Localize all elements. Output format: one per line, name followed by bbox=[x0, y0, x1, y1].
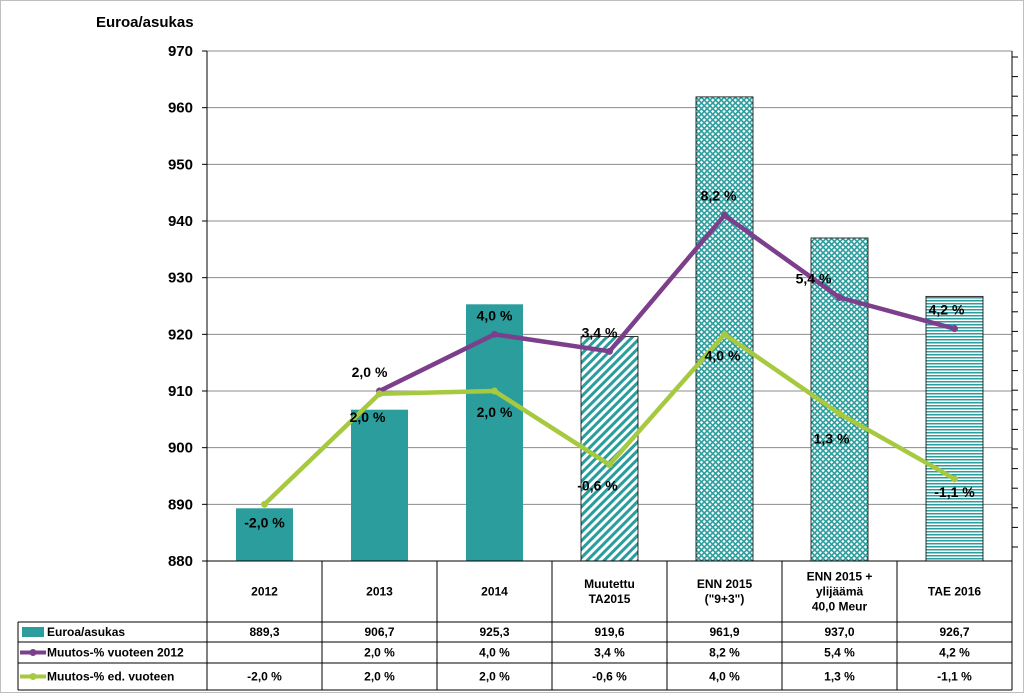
legend-label: Muutos-% vuoteen 2012 bbox=[47, 646, 184, 660]
data-label: 4,2 % bbox=[929, 302, 965, 318]
data-label: 8,2 % bbox=[701, 187, 737, 203]
category-label-line: TA2015 bbox=[589, 592, 631, 606]
y-axis-title: Euroa/asukas bbox=[96, 14, 194, 31]
table-cell: 2,0 % bbox=[364, 646, 395, 660]
y-tick-label: 940 bbox=[168, 213, 193, 230]
data-label: 4,0 % bbox=[705, 347, 741, 363]
line-point bbox=[836, 410, 843, 418]
bar bbox=[695, 96, 754, 562]
category-label: TAE 2016 bbox=[928, 585, 981, 599]
y-tick-label: 890 bbox=[168, 496, 193, 513]
table-cell: 961,9 bbox=[709, 625, 739, 639]
line-point bbox=[491, 387, 498, 395]
table-cell: 4,2 % bbox=[939, 646, 970, 660]
category-label-line: ("9+3") bbox=[705, 592, 745, 606]
line-point bbox=[951, 325, 958, 333]
data-labels: 2,0 % 4,0 % 3,4 % 8,2 % 5,4 % 4,2 % -2,0 % 2,0 … bbox=[244, 187, 975, 530]
category-label-line: 2014 bbox=[481, 585, 508, 599]
line-point bbox=[836, 294, 843, 301]
category-label: 2012 bbox=[251, 585, 278, 599]
table-cell: 3,4 % bbox=[594, 646, 625, 660]
table-cell: 919,6 bbox=[594, 625, 624, 639]
bar bbox=[925, 295, 984, 562]
line-point bbox=[721, 211, 728, 219]
category-label-line: ENN 2015 + bbox=[807, 570, 873, 584]
table-cell: 4,0 % bbox=[709, 670, 740, 684]
data-label: 2,0 % bbox=[350, 409, 386, 425]
bar bbox=[580, 336, 639, 562]
table-cell: 906,7 bbox=[364, 625, 394, 639]
category-label: ENN 2015 ("9+3") bbox=[697, 577, 753, 606]
bar bbox=[236, 508, 293, 561]
table-cell: 2,0 % bbox=[479, 670, 510, 684]
y-tick-label: 950 bbox=[168, 156, 193, 173]
table-cell: 4,0 % bbox=[479, 646, 510, 660]
gridlines bbox=[207, 50, 1012, 562]
table-cell: 1,3 % bbox=[824, 670, 855, 684]
table-cell: 889,3 bbox=[249, 625, 279, 639]
y-tick-label: 930 bbox=[168, 270, 193, 287]
category-label-line: ENN 2015 bbox=[697, 577, 753, 591]
table-cell: -0,6 % bbox=[592, 670, 627, 684]
data-label: 1,3 % bbox=[814, 431, 850, 447]
bar-series bbox=[236, 96, 984, 562]
line-point bbox=[491, 330, 498, 338]
line-point bbox=[261, 500, 268, 508]
table-cell: 8,2 % bbox=[709, 646, 740, 660]
line-point bbox=[606, 347, 613, 355]
line-muutos-2012 bbox=[377, 213, 957, 394]
table-cell: 5,4 % bbox=[824, 646, 855, 660]
line-point bbox=[721, 330, 728, 338]
line-point bbox=[951, 475, 958, 483]
table-cell: -1,1 % bbox=[937, 670, 972, 684]
legend-swatch-marker bbox=[29, 673, 37, 680]
data-table: 2012 2013 2014 Muutettu TA2015 ENN 2015 ("9+3"… bbox=[17, 560, 1013, 691]
data-label: -1,1 % bbox=[934, 484, 975, 500]
data-label: 2,0 % bbox=[477, 404, 513, 420]
y-axis: 970 960 950 940 930 920 910 900 890 880 bbox=[168, 43, 207, 570]
line-point bbox=[606, 461, 613, 469]
category-label-line: Muutettu bbox=[584, 577, 635, 591]
legend-label: Muutos-% ed. vuoteen bbox=[47, 670, 174, 684]
y-tick-label: 960 bbox=[168, 100, 193, 117]
category-label-line: ylijäämä bbox=[816, 585, 864, 599]
category-label: Muutettu TA2015 bbox=[584, 577, 635, 606]
category-label-line: 40,0 Meur bbox=[812, 600, 868, 614]
legend-label: Euroa/asukas bbox=[47, 625, 125, 639]
data-label: -0,6 % bbox=[577, 478, 618, 494]
data-label: -2,0 % bbox=[244, 514, 285, 530]
bar bbox=[351, 409, 408, 561]
table-cell: 925,3 bbox=[479, 625, 509, 639]
category-label-line: TAE 2016 bbox=[928, 585, 981, 599]
table-cell: -2,0 % bbox=[247, 670, 282, 684]
table-cell: 926,7 bbox=[939, 625, 969, 639]
data-label: 4,0 % bbox=[477, 307, 513, 323]
category-label: 2014 bbox=[481, 585, 508, 599]
data-label: 2,0 % bbox=[352, 364, 388, 380]
y-tick-label: 910 bbox=[168, 383, 193, 400]
y-tick-label: 970 bbox=[168, 43, 193, 60]
data-label: 3,4 % bbox=[582, 324, 618, 340]
line-series bbox=[261, 211, 958, 508]
y-tick-label: 900 bbox=[168, 440, 193, 457]
category-label-line: 2012 bbox=[251, 585, 278, 599]
data-label: 5,4 % bbox=[796, 271, 832, 287]
table-cell: 937,0 bbox=[824, 625, 854, 639]
category-label: 2013 bbox=[366, 585, 393, 599]
legend-swatch-bar bbox=[22, 627, 44, 637]
bar bbox=[466, 304, 523, 561]
line-point bbox=[376, 390, 383, 398]
y-tick-label: 920 bbox=[168, 326, 193, 343]
category-label: ENN 2015 + ylijäämä 40,0 Meur bbox=[807, 570, 873, 614]
legend-swatch-marker bbox=[29, 649, 37, 656]
table-cell: 2,0 % bbox=[364, 670, 395, 684]
category-label-line: 2013 bbox=[366, 585, 393, 599]
y-tick-label: 880 bbox=[168, 553, 193, 570]
